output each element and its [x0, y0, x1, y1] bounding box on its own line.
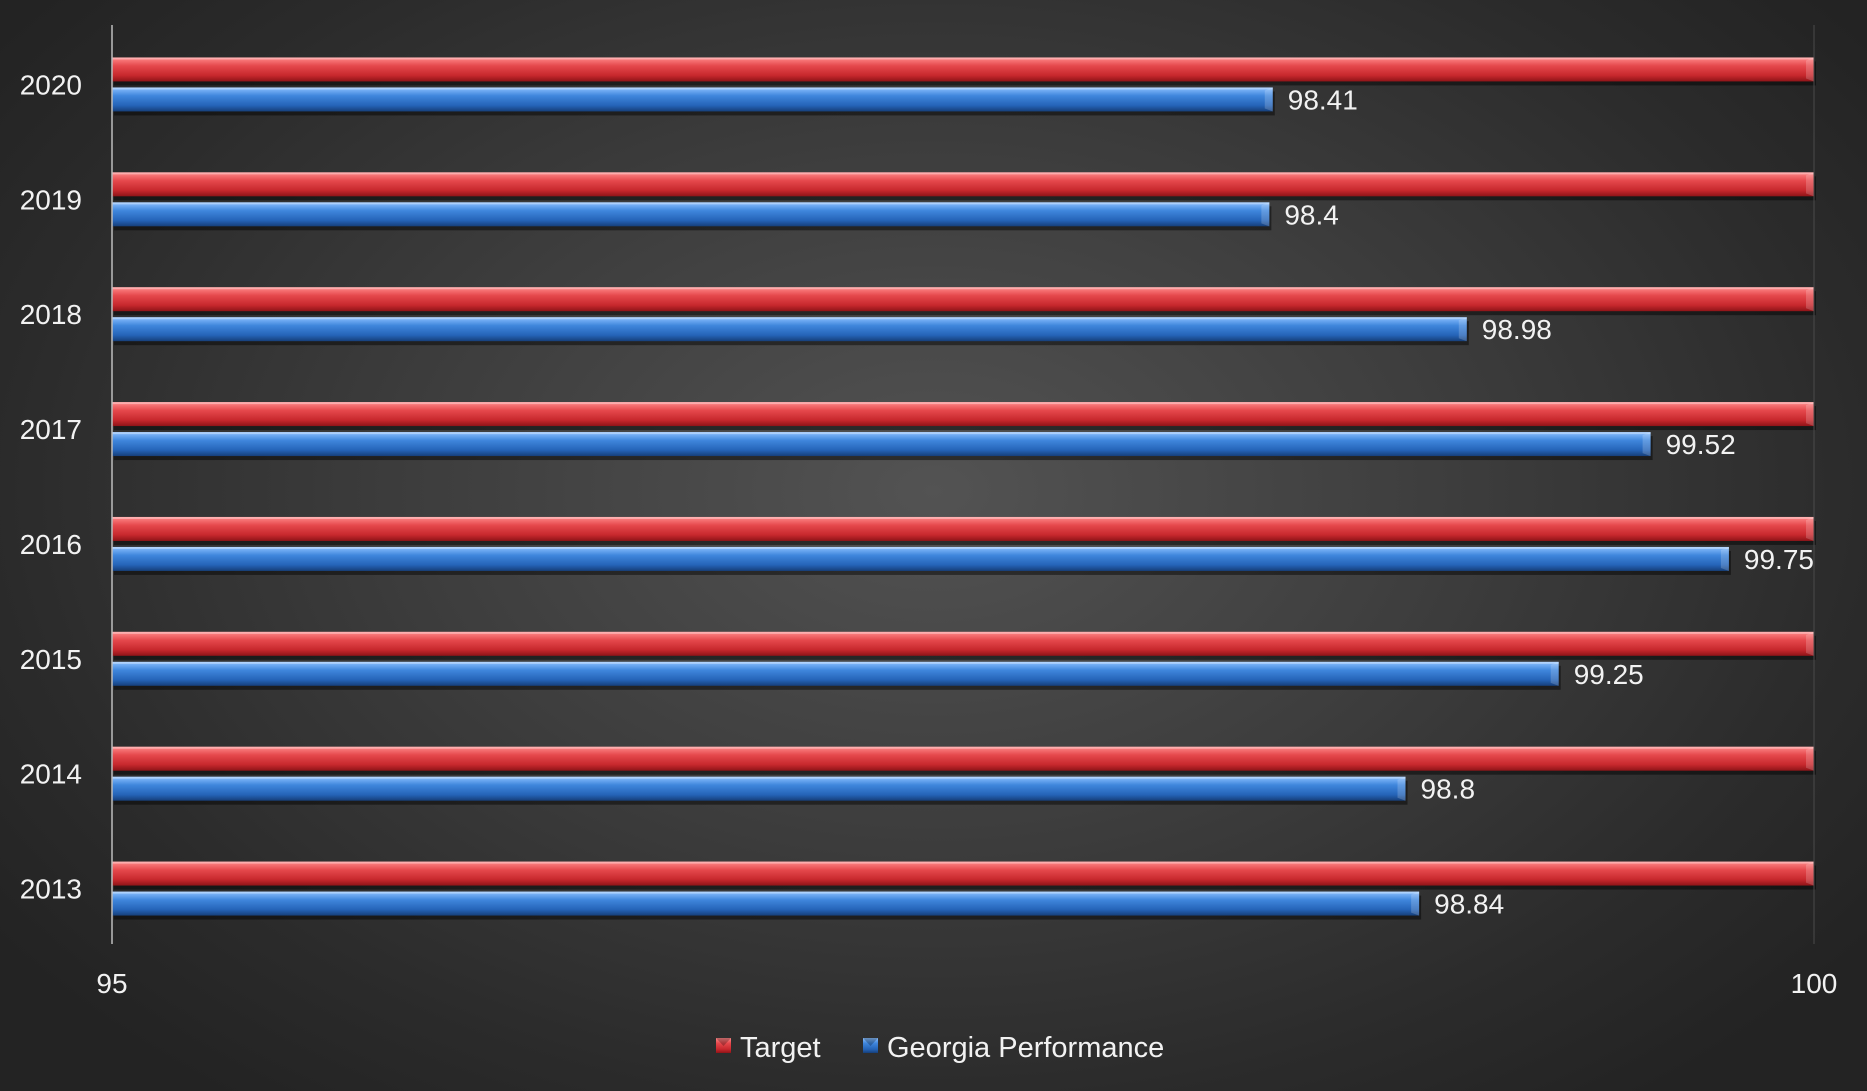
data-label-2018: 98.98: [1482, 314, 1552, 345]
bar-georgia-performance-2014: [112, 776, 1406, 801]
bar-end-bevel: [1720, 546, 1729, 571]
bar-georgia-performance-2019: [112, 202, 1270, 227]
y-tick-label-2020: 2020: [20, 69, 82, 100]
bar-georgia-performance-2018: [112, 317, 1467, 342]
data-label-2019: 98.4: [1284, 199, 1339, 230]
bar-end-bevel: [1806, 861, 1814, 886]
y-tick-label-2016: 2016: [20, 529, 82, 560]
bar-end-bevel: [1806, 631, 1814, 656]
legend: Target Georgia Performance: [716, 1032, 1164, 1064]
bar-target-2020: [112, 57, 1814, 82]
legend-label-georgia-performance: Georgia Performance: [887, 1032, 1164, 1064]
legend-label-target: Target: [740, 1032, 821, 1064]
bar-target-2013: [112, 861, 1814, 886]
data-label-2014: 98.8: [1421, 774, 1476, 805]
legend-swatch-target: [716, 1038, 731, 1053]
bar-georgia-performance-2020: [112, 87, 1273, 112]
y-tick-label-2017: 2017: [20, 414, 82, 445]
y-tick-label-2014: 2014: [20, 759, 82, 790]
data-label-2017: 99.52: [1666, 429, 1736, 460]
data-label-2016: 99.75: [1744, 544, 1814, 575]
bar-target-2015: [112, 631, 1814, 656]
bar-end-bevel: [1261, 202, 1270, 227]
bar-end-bevel: [1411, 891, 1420, 916]
data-label-2013: 98.84: [1434, 889, 1504, 920]
bar-end-bevel: [1806, 516, 1814, 541]
bar-target-2016: [112, 516, 1814, 541]
y-tick-label-2018: 2018: [20, 299, 82, 330]
bar-target-2014: [112, 746, 1814, 771]
legend-swatch-bevel: [863, 1038, 878, 1046]
bar-end-bevel: [1806, 172, 1814, 197]
bar-georgia-performance-2013: [112, 891, 1420, 916]
bar-end-bevel: [1806, 746, 1814, 771]
axis-layer: 2013 2014 2015 2016 2017 2018 2019 2020 95 100: [20, 25, 1838, 999]
bar-end-bevel: [1264, 87, 1273, 112]
labels-layer: 98.84 98.8 99.25 99.75 99.52 98.98 98.4 98.41: [1284, 84, 1814, 919]
y-tick-label-2015: 2015: [20, 644, 82, 675]
bar-end-bevel: [1806, 402, 1814, 427]
bars-layer: [112, 57, 1816, 920]
data-label-2015: 99.25: [1574, 659, 1644, 690]
data-label-2020: 98.41: [1288, 84, 1358, 115]
x-tick-label-100: 100: [1791, 968, 1838, 999]
x-tick-label-95: 95: [96, 968, 127, 999]
bar-georgia-performance-2017: [112, 432, 1651, 457]
bar-georgia-performance-2016: [112, 546, 1729, 571]
bar-end-bevel: [1806, 57, 1814, 82]
bar-end-bevel: [1642, 432, 1651, 457]
bar-target-2017: [112, 402, 1814, 427]
bar-end-bevel: [1458, 317, 1467, 342]
bar-end-bevel: [1806, 287, 1814, 312]
bar-target-2019: [112, 172, 1814, 197]
bar-end-bevel: [1397, 776, 1406, 801]
y-tick-label-2013: 2013: [20, 874, 82, 905]
bar-end-bevel: [1550, 661, 1559, 686]
legend-swatch-georgia-performance: [863, 1038, 878, 1053]
legend-swatch-bevel: [716, 1038, 731, 1046]
bar-georgia-performance-2015: [112, 661, 1559, 686]
bar-target-2018: [112, 287, 1814, 312]
y-tick-label-2019: 2019: [20, 184, 82, 215]
